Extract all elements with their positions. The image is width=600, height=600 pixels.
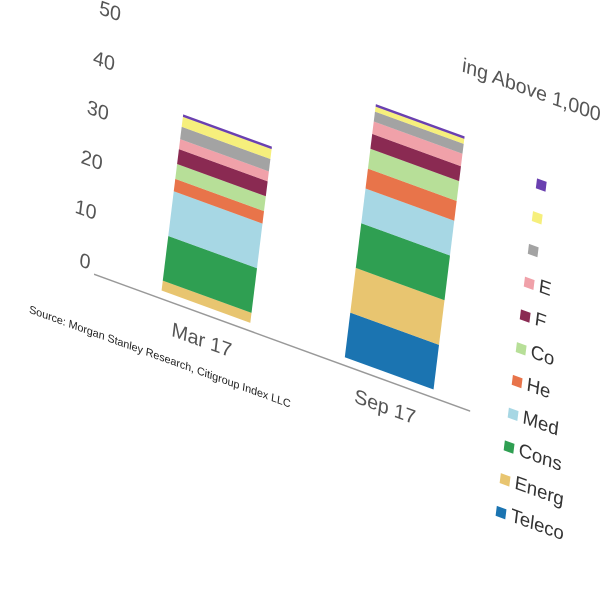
x-tick-label: Mar 17 — [170, 319, 233, 362]
chart-title: ing Above 1,000 — [461, 55, 600, 127]
legend-swatch — [523, 276, 535, 291]
y-tick-label: 40 — [92, 47, 116, 76]
legend-swatch — [511, 374, 523, 389]
legend-label: Co — [530, 342, 556, 371]
legend-swatch — [531, 211, 543, 225]
legend-label: Energ — [513, 473, 564, 511]
bar-segment — [175, 163, 266, 212]
y-tick-label: 10 — [74, 196, 98, 225]
legend-label: F — [534, 309, 548, 334]
bar-segment — [181, 116, 272, 160]
legend-label: Cons — [518, 440, 563, 476]
bar-segment — [182, 114, 272, 150]
bar-segment — [355, 223, 450, 301]
legend-swatch — [535, 178, 547, 192]
bar-segment — [344, 312, 440, 390]
legend-swatch — [495, 505, 507, 520]
bar-segment — [173, 178, 265, 224]
legend-swatch — [499, 473, 511, 487]
y-tick-label: 0 — [78, 249, 91, 274]
legend-label: He — [526, 374, 552, 403]
legend-swatch — [507, 407, 519, 422]
legend-label: E — [538, 276, 553, 301]
legend-label: Teleco — [509, 505, 565, 545]
bar-segment — [177, 149, 268, 197]
bar-segment — [161, 280, 252, 323]
bar-segment — [372, 121, 463, 167]
legend-swatch — [503, 440, 515, 454]
x-tick-label: Sep 17 — [353, 386, 417, 430]
y-tick-label: 30 — [86, 96, 110, 125]
plot: ing Above 1,000 Source: Morgan Stanley R… — [29, 0, 600, 545]
bar-segment — [370, 133, 461, 182]
bar-segment — [375, 104, 465, 139]
bar-segment — [361, 188, 455, 256]
bar-segment — [374, 106, 465, 144]
bar-segment — [168, 191, 263, 269]
bar-segment — [367, 148, 460, 201]
y-tick-label: 20 — [80, 146, 104, 175]
source-note: Source: Morgan Stanley Research, Citigro… — [29, 304, 292, 411]
legend-swatch — [515, 342, 527, 356]
legend-label: Med — [522, 407, 560, 441]
bar-segment — [180, 126, 271, 172]
bar-segment — [373, 111, 464, 154]
bar-segment — [365, 168, 457, 221]
bar-segment — [178, 139, 269, 182]
bar-segment — [350, 267, 445, 345]
bar-segment — [162, 235, 257, 313]
legend-swatch — [527, 243, 539, 258]
x-axis — [93, 273, 471, 412]
y-tick-label: 50 — [98, 0, 122, 27]
legend-swatch — [519, 309, 531, 323]
